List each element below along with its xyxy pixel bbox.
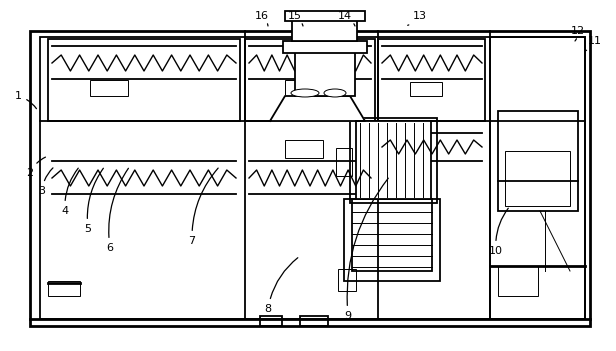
Bar (490, 37, 585, 319)
Bar (410, 82, 442, 96)
Bar (285, 80, 323, 96)
Bar (300, 316, 328, 326)
Bar (344, 199, 440, 281)
Bar (245, 39, 375, 121)
Polygon shape (270, 96, 365, 121)
Bar (48, 281, 80, 296)
Text: 4: 4 (62, 168, 78, 216)
Bar (336, 148, 352, 176)
Ellipse shape (324, 89, 346, 97)
Bar (48, 39, 240, 121)
Bar (30, 31, 590, 326)
Text: 10: 10 (489, 208, 508, 256)
Bar (378, 39, 485, 121)
Text: 12: 12 (571, 26, 585, 41)
Bar (356, 121, 431, 199)
Bar (498, 266, 538, 296)
Text: 2: 2 (26, 157, 46, 178)
Bar (283, 41, 367, 53)
Text: 15: 15 (288, 11, 303, 26)
Bar (338, 269, 356, 291)
Text: 7: 7 (188, 168, 218, 246)
Bar (350, 118, 437, 203)
Text: 14: 14 (338, 11, 355, 26)
Text: 16: 16 (255, 11, 269, 26)
Bar (40, 37, 585, 319)
Text: 13: 13 (408, 11, 427, 25)
Bar (90, 80, 128, 96)
Bar (498, 111, 578, 211)
Bar (505, 151, 570, 206)
Ellipse shape (291, 89, 319, 97)
Text: 11: 11 (585, 36, 602, 51)
Text: 9: 9 (344, 178, 388, 321)
Text: 1: 1 (15, 91, 36, 109)
Text: 6: 6 (107, 168, 128, 253)
Text: 3: 3 (38, 168, 53, 196)
Bar (295, 51, 355, 96)
Bar (292, 19, 357, 41)
Bar (352, 199, 432, 271)
Bar (285, 11, 365, 21)
Text: 8: 8 (264, 258, 298, 314)
Bar (260, 316, 282, 326)
Bar (285, 140, 323, 158)
Text: 5: 5 (84, 168, 103, 234)
